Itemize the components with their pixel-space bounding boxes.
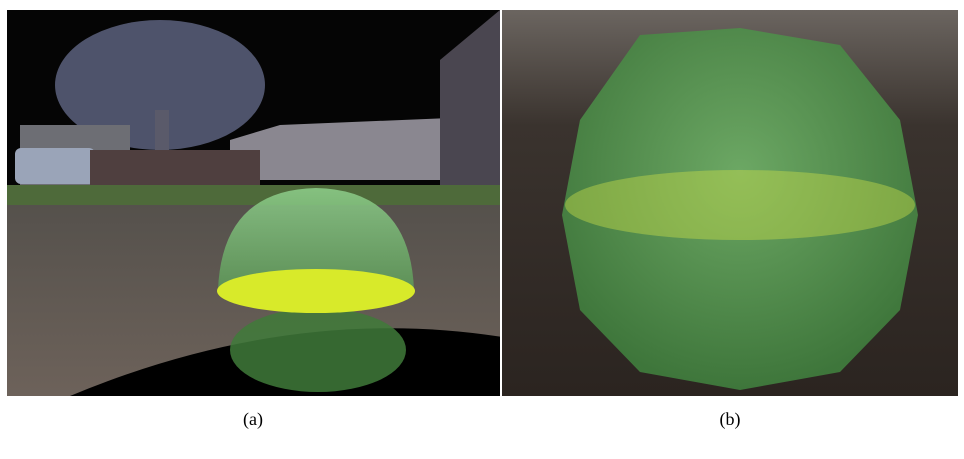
lower-sphere bbox=[230, 308, 406, 392]
yellow-disc bbox=[217, 269, 415, 313]
car bbox=[15, 148, 95, 184]
caption-b: (b) bbox=[720, 409, 741, 430]
yellow-band bbox=[565, 170, 915, 240]
caption-a: (a) bbox=[243, 409, 263, 430]
page: (a) (b) (() => { const data = JSON.parse… bbox=[0, 0, 964, 459]
panel-b-image bbox=[502, 10, 958, 396]
panel-a-image bbox=[7, 10, 520, 396]
figure: (a) (b) bbox=[0, 0, 964, 459]
